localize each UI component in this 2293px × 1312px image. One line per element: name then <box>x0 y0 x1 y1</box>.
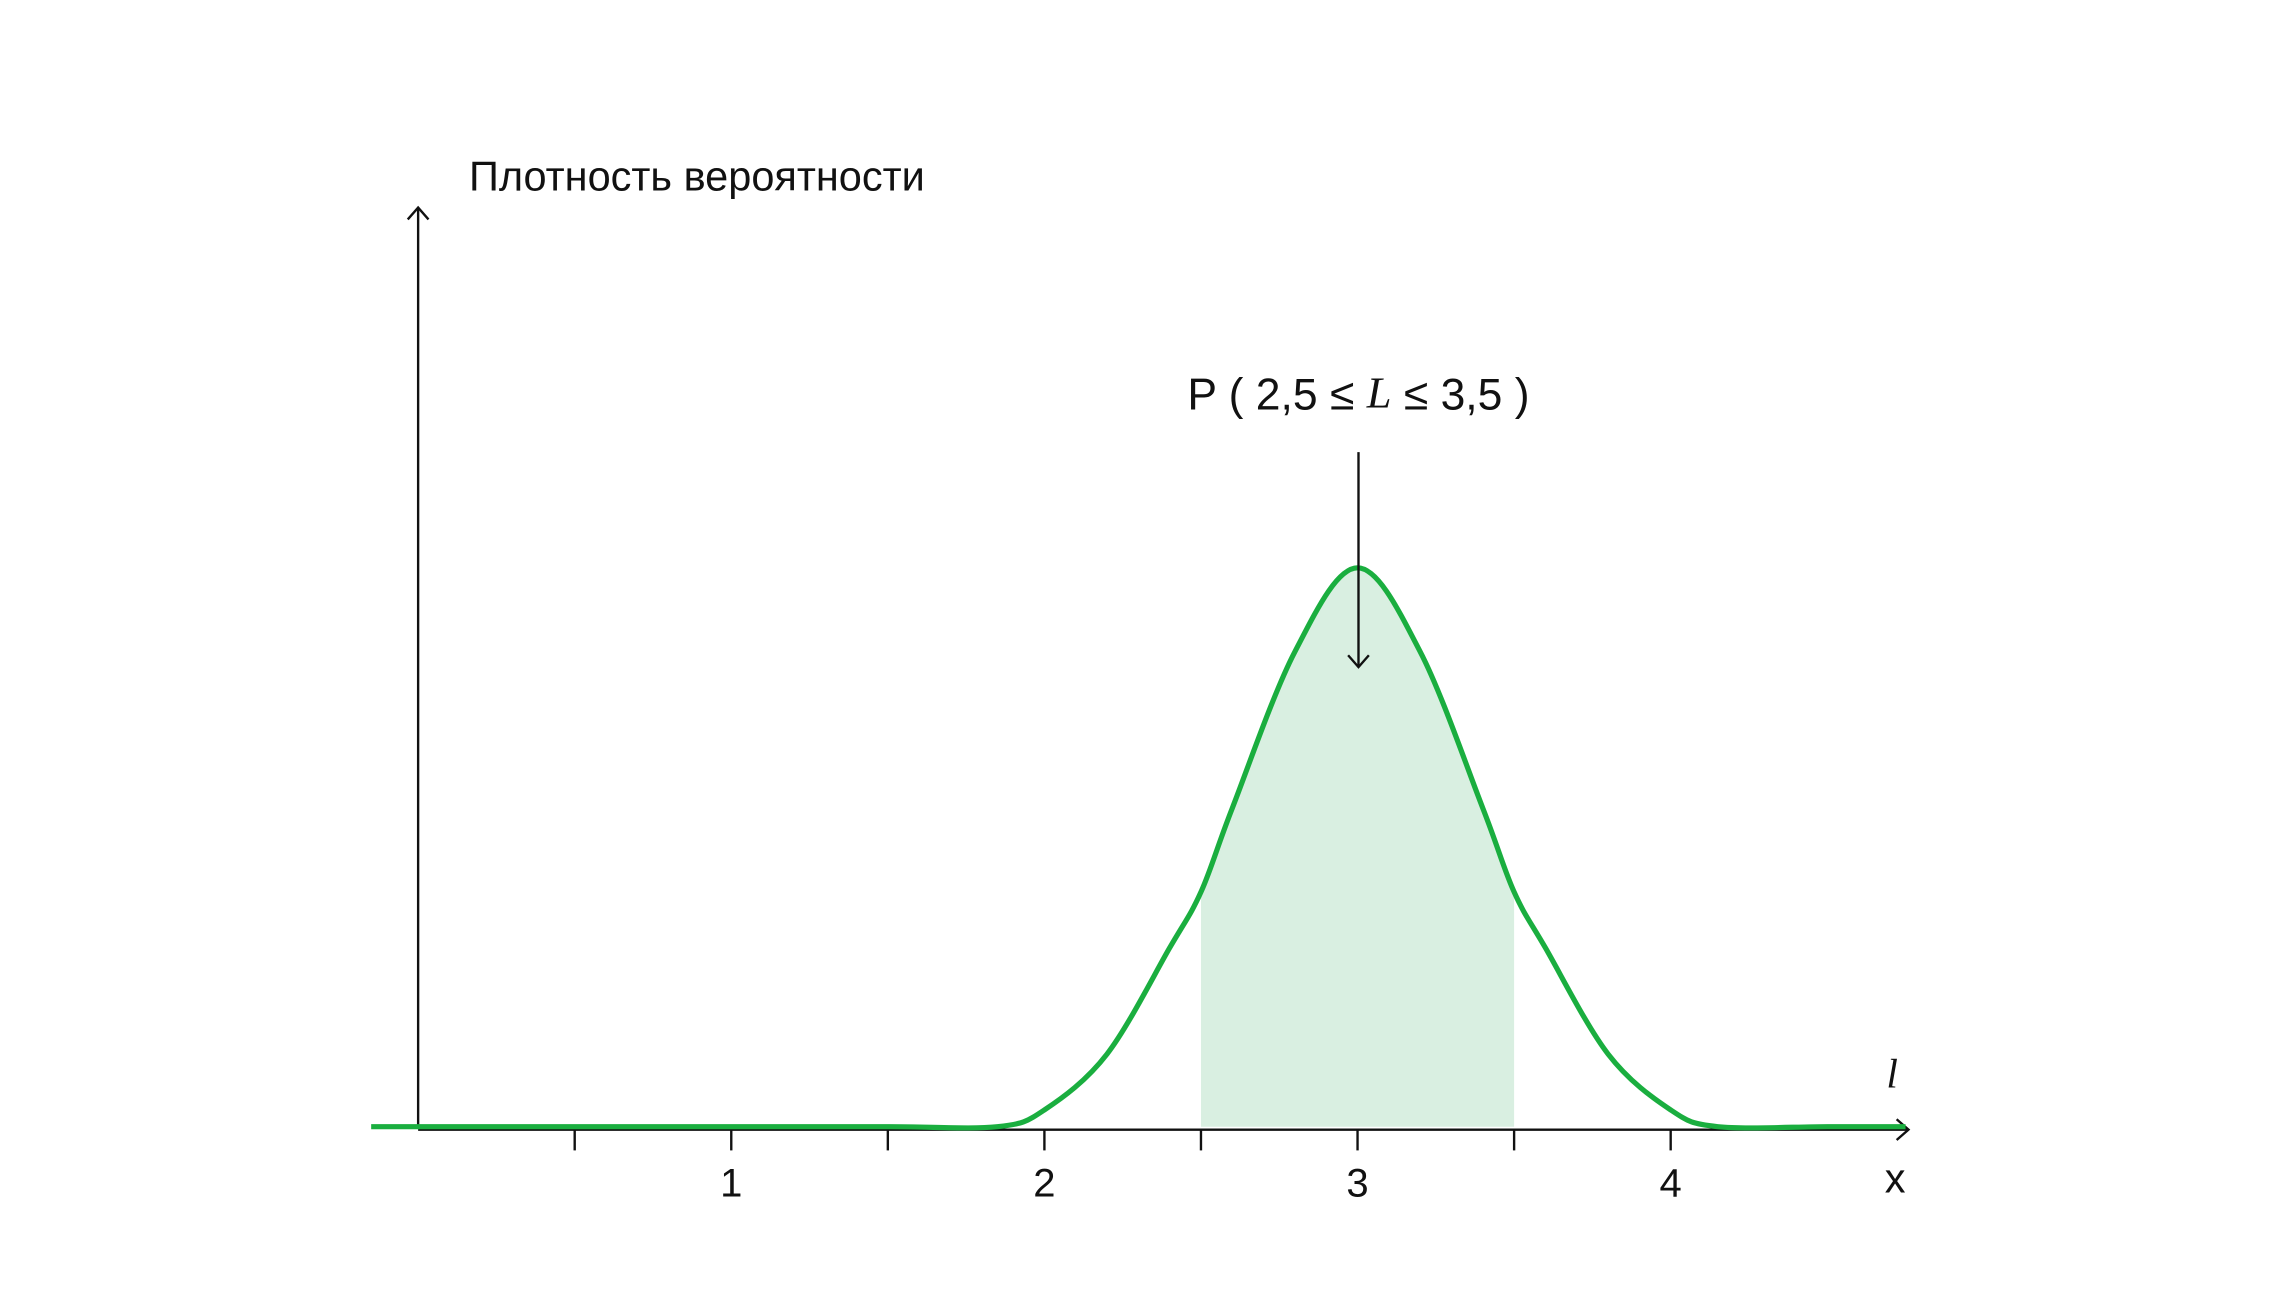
variable-label: l <box>1886 1050 1898 1096</box>
annotation: P ( 2,5 ≤ L ≤ 3,5 ) <box>1187 368 1529 420</box>
annotation-part: L <box>1366 368 1392 418</box>
annotation-part: P ( 2,5 ≤ <box>1187 370 1366 419</box>
x-tick-label: 4 <box>1660 1162 1682 1206</box>
shaded-area <box>1200 567 1515 1127</box>
plot: 1 2 3 4 <box>371 205 1911 1206</box>
x-tick-label: 3 <box>1346 1162 1368 1206</box>
density-line <box>371 565 1906 1131</box>
annotation-arrow <box>1347 452 1370 669</box>
x-axis-arrow <box>1895 1118 1911 1141</box>
y-axis-arrow <box>406 205 430 221</box>
x-tick-label: 2 <box>1033 1162 1055 1206</box>
annotation-part: ≤ 3,5 ) <box>1391 370 1529 419</box>
y-axis-label: Плотность вероятности <box>469 152 925 199</box>
x-axis-label: x <box>1885 1155 1906 1202</box>
x-tick-label: 1 <box>720 1162 742 1206</box>
